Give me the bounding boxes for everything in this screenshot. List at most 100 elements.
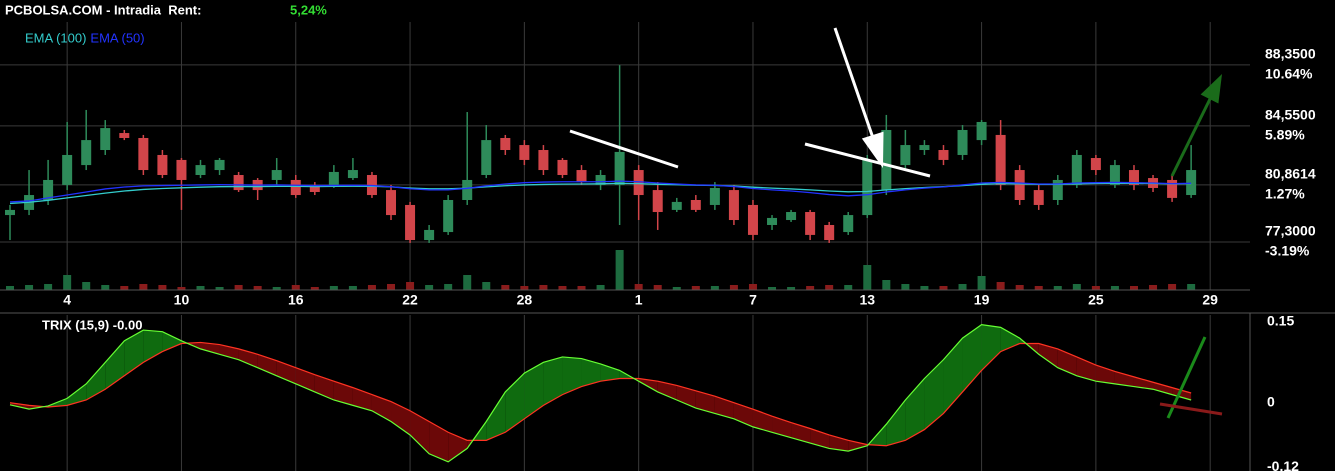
candle-body — [976, 121, 987, 141]
candle-body — [919, 145, 930, 151]
volume-bar — [348, 286, 357, 290]
x-tick-label: 13 — [859, 292, 875, 308]
candle-body — [1014, 170, 1025, 200]
volume-bar — [977, 276, 986, 290]
y2-tick-label: -3.19% — [1265, 243, 1310, 259]
candle-body — [405, 204, 416, 241]
y-tick-label: 77,3000 — [1265, 223, 1316, 239]
x-tick-label: 22 — [402, 292, 418, 308]
indicator-title: TRIX (15,9) -0.00 — [42, 317, 142, 332]
volume-bar — [196, 286, 205, 290]
trix-fill — [200, 342, 220, 355]
candle-body — [595, 175, 606, 185]
volume-bar — [863, 265, 872, 290]
trix-fill — [1114, 371, 1134, 387]
legend: EMA (100) EMA (50) — [25, 30, 145, 45]
candle-body — [557, 159, 568, 176]
candle-body — [519, 145, 530, 160]
candle-body — [43, 179, 54, 200]
trix-fill — [924, 359, 944, 430]
candle-body — [5, 209, 16, 216]
volume-bar — [1129, 286, 1138, 290]
trix-fill — [1038, 343, 1058, 368]
volume-bar — [501, 285, 510, 290]
trix-fill — [448, 432, 468, 462]
volume-bar — [291, 285, 300, 290]
candle-body — [1109, 165, 1120, 185]
candle-body — [938, 150, 949, 160]
candle-body — [500, 137, 511, 151]
volume-bar — [63, 275, 72, 290]
volume-bar — [329, 286, 338, 290]
volume-bar — [920, 286, 929, 290]
volume-bar — [387, 284, 396, 290]
annotation-line — [804, 142, 931, 178]
volume-bar — [425, 285, 434, 290]
x-tick-label: 19 — [974, 292, 990, 308]
candle-body — [1186, 170, 1197, 196]
trix-fill — [429, 421, 449, 462]
x-tick-label: 7 — [749, 292, 757, 308]
annotations — [569, 27, 1223, 419]
candle-body — [157, 154, 168, 176]
trix-fill — [1076, 356, 1096, 382]
volume-bar — [653, 285, 662, 290]
trix-fill — [410, 410, 430, 454]
trix-fill — [600, 363, 620, 382]
volume-bar — [996, 282, 1005, 290]
volume-bar — [577, 286, 586, 290]
volume-bar — [825, 285, 834, 290]
annotation-arrow — [1170, 98, 1212, 177]
candle-body — [900, 145, 911, 166]
annotation-line — [1159, 402, 1223, 416]
candle-body — [862, 159, 873, 216]
volume-bar — [25, 285, 34, 290]
candle-body — [633, 170, 644, 196]
trix-fill — [695, 390, 715, 414]
candle-body — [843, 215, 854, 233]
annotation-line — [569, 129, 679, 169]
trix-fill — [1095, 365, 1115, 384]
candle-body — [195, 165, 206, 176]
plot-area: 4 10 16 22 28 1 7 13 19 25 29 88,3500 84,5500 80,8614… — [0, 22, 1316, 471]
volume-bar — [310, 287, 319, 290]
candle-body — [481, 140, 492, 176]
chart-title: PCBOLSA.COM - Intradia Rent: — [5, 2, 201, 17]
volume-bar — [768, 287, 777, 290]
volume-bar — [958, 284, 967, 290]
trix-line — [9, 324, 1192, 463]
y-tick-label: 80,8614 — [1265, 166, 1316, 182]
candle-body — [995, 134, 1006, 185]
trix-fill — [581, 358, 601, 387]
y-tick-label: 0.15 — [1267, 313, 1294, 329]
volume-bar — [1149, 285, 1158, 290]
candle-body — [671, 201, 682, 210]
volume-bar — [444, 284, 453, 290]
candle-body — [1052, 179, 1063, 200]
candle-body — [1167, 179, 1178, 198]
y2-tick-label: 5.89% — [1265, 126, 1305, 142]
volume-bar — [729, 285, 738, 290]
volume-bar — [1091, 286, 1100, 290]
candle-body — [1128, 170, 1139, 185]
volume-bar — [1187, 284, 1196, 290]
volume-bar — [806, 286, 815, 290]
trix-fill — [676, 385, 696, 409]
volume-bar — [558, 286, 567, 290]
x-tick-label: 29 — [1202, 292, 1218, 308]
candle-body — [386, 190, 397, 216]
arrow-head — [861, 131, 884, 169]
trix-fill — [371, 394, 392, 422]
trix-fill — [1153, 382, 1173, 395]
trix-fill — [1057, 348, 1077, 376]
volume-bar — [787, 287, 796, 290]
candle-body — [119, 133, 130, 138]
trix-fill — [124, 330, 144, 376]
candle-body — [62, 154, 73, 185]
trix-fill — [791, 422, 811, 444]
y2-tick-label: 10.64% — [1265, 66, 1313, 82]
ema-line — [9, 182, 1192, 205]
trix-fill — [1172, 387, 1192, 400]
volume-bar — [1168, 284, 1177, 290]
